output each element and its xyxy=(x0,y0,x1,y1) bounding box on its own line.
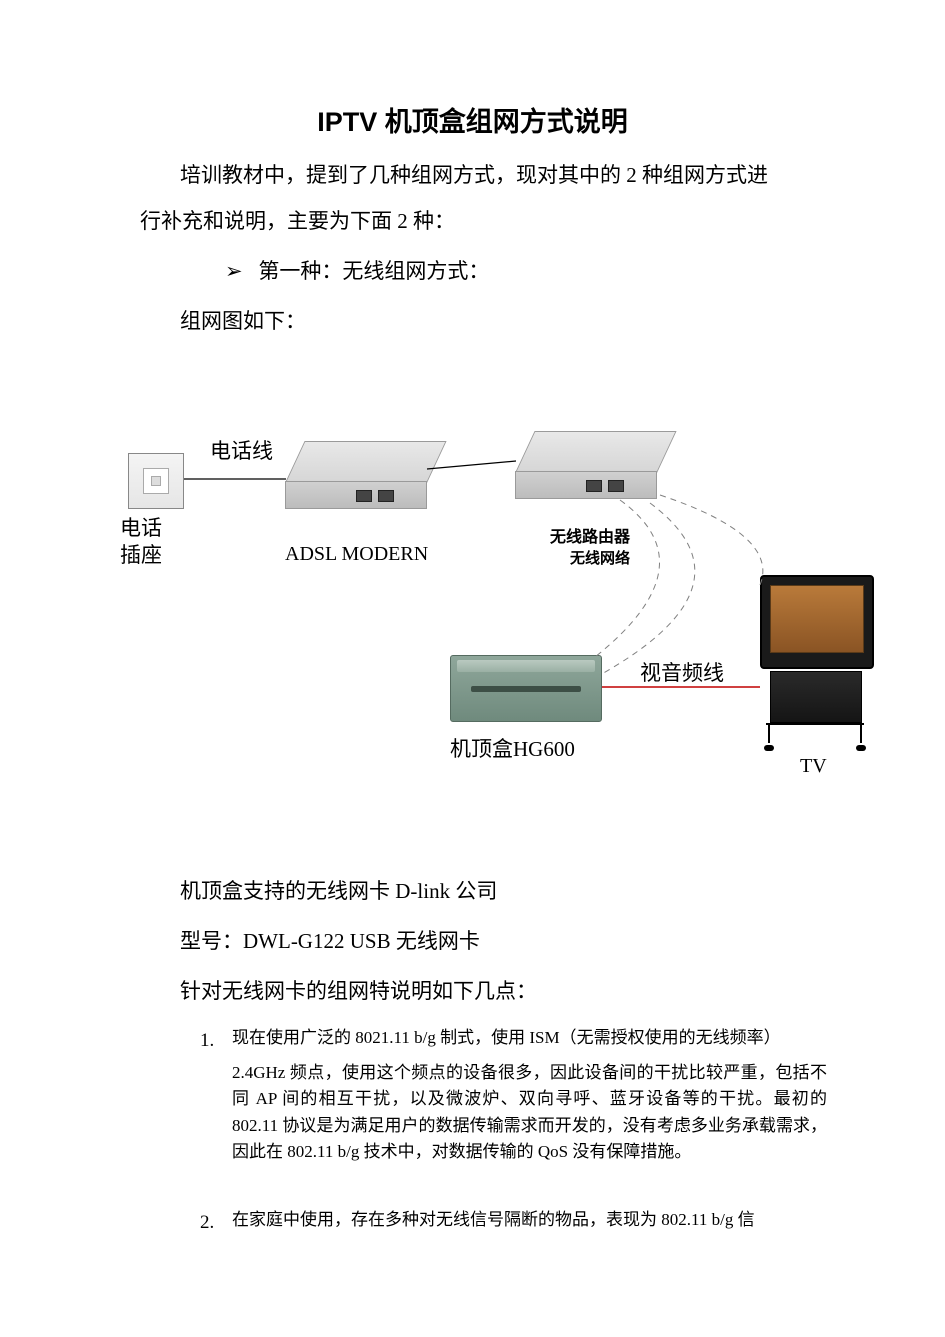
body-line-2-text: 型号：DWL-G122 USB 无线网卡 xyxy=(180,929,480,953)
document-page: IPTV 机顶盒组网方式说明 培训教材中，提到了几种组网方式，现对其中的 2 种… xyxy=(0,0,945,1337)
intro-line-1-text: 培训教材中，提到了几种组网方式，现对其中的 2 种组网方式进 xyxy=(180,163,768,187)
body-line-3: 针对无线网卡的组网特说明如下几点： xyxy=(180,970,537,1012)
list-item-1-firstline: 现在使用广泛的 8021.11 b/g 制式，使用 ISM（无需授权使用的无线频… xyxy=(232,1025,827,1051)
wireless-curve-3 xyxy=(660,495,763,585)
intro-line-2: 行补充和说明，主要为下面 2 种： xyxy=(140,200,455,242)
body-line-2: 型号：DWL-G122 USB 无线网卡 xyxy=(180,920,480,962)
wireless-curve-1 xyxy=(595,500,660,657)
diagram-heading-text: 组网图如下： xyxy=(180,309,306,333)
body-line-1: 机顶盒支持的无线网卡 D-link 公司 xyxy=(180,870,497,912)
network-diagram: 电话 插座 电话线 ADSL MODERN 无线路由器 xyxy=(120,395,880,805)
title-text: IPTV 机顶盒组网方式说明 xyxy=(317,107,628,137)
list-item-2-text: 在家庭中使用，存在多种对无线信号隔断的物品，表现为 802.11 b/g 信 xyxy=(232,1210,755,1229)
page-title: IPTV 机顶盒组网方式说明 xyxy=(0,100,945,139)
list-item-1-number: 1. xyxy=(200,1022,214,1060)
modem-router-line xyxy=(427,461,516,469)
intro-line-1: 培训教材中，提到了几种组网方式，现对其中的 2 种组网方式进 xyxy=(180,154,860,196)
wireless-curve-2 xyxy=(600,503,695,675)
body-line-3-text: 针对无线网卡的组网特说明如下几点： xyxy=(180,979,537,1003)
list-item-2-body: 在家庭中使用，存在多种对无线信号隔断的物品，表现为 802.11 b/g 信 xyxy=(232,1207,827,1233)
list-num-1: 1. xyxy=(200,1030,214,1051)
bullet-text: 第一种：无线组网方式： xyxy=(258,259,489,283)
list-num-2: 2. xyxy=(200,1212,214,1233)
diagram-heading: 组网图如下： xyxy=(180,300,306,342)
bullet-arrow-icon: ➢ xyxy=(225,260,243,283)
list-item-1-firstline-text: 现在使用广泛的 8021.11 b/g 制式，使用 ISM（无需授权使用的无线频… xyxy=(232,1028,781,1047)
list-item-1-body-text: 2.4GHz 频点，使用这个频点的设备很多，因此设备间的干扰比较严重，包括不同 … xyxy=(232,1063,827,1161)
intro-line-2-text: 行补充和说明，主要为下面 2 种： xyxy=(140,209,455,233)
list-item-1-body: 2.4GHz 频点，使用这个频点的设备很多，因此设备间的干扰比较严重，包括不同 … xyxy=(232,1060,827,1165)
bullet-line: ➢ 第一种：无线组网方式： xyxy=(225,250,489,293)
diagram-connectors xyxy=(120,395,880,805)
body-line-1-text: 机顶盒支持的无线网卡 D-link 公司 xyxy=(180,879,497,903)
list-item-2-number: 2. xyxy=(200,1204,214,1242)
